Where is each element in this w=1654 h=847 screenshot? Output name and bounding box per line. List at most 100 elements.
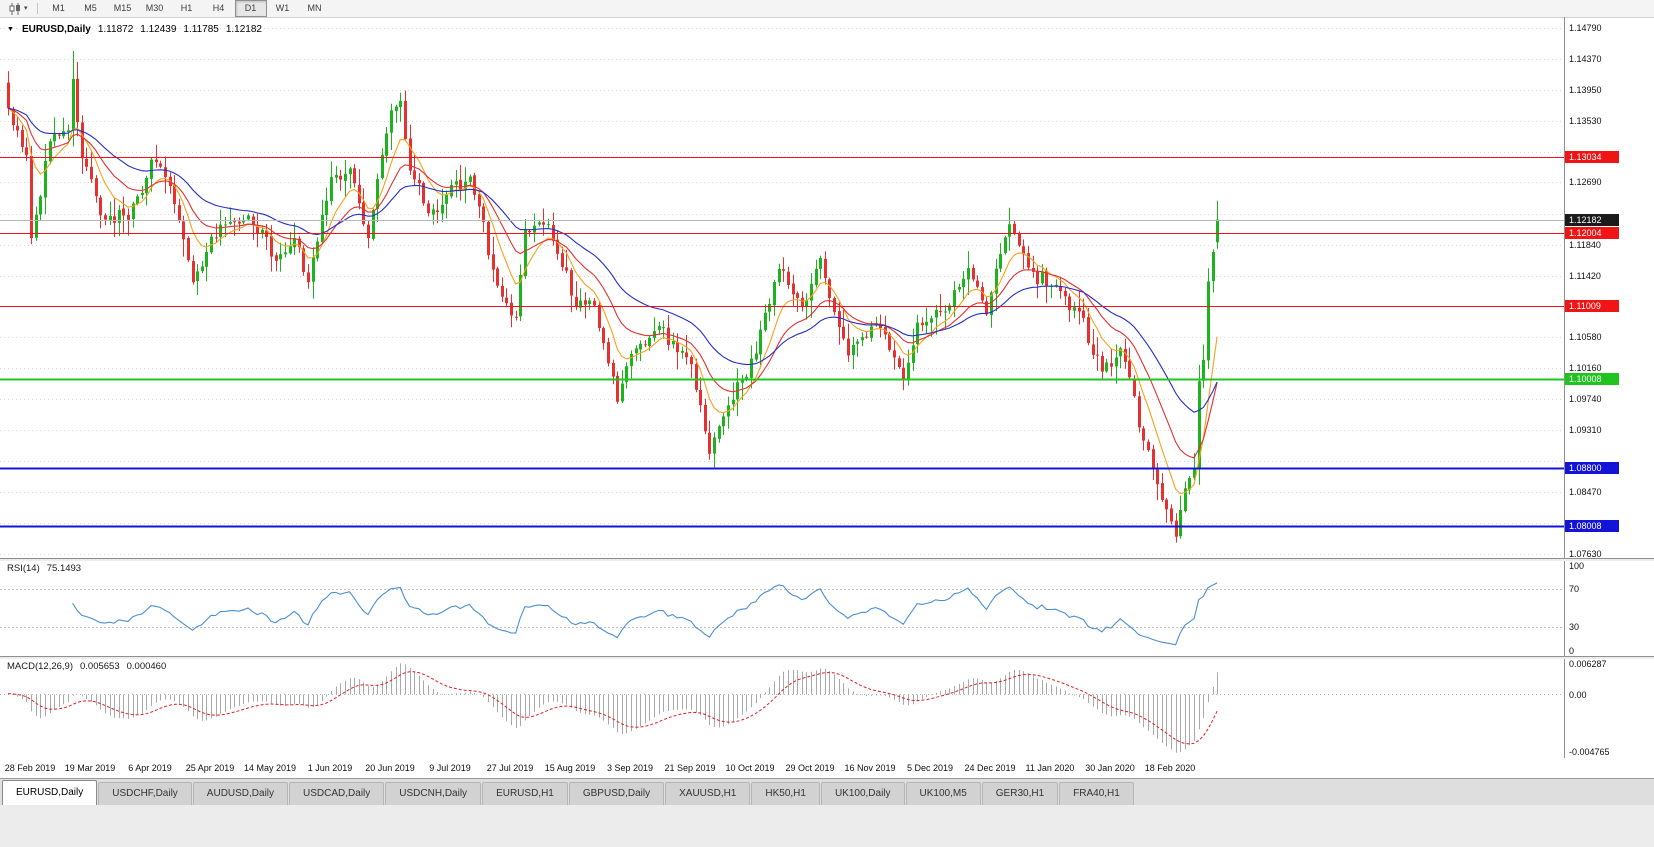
- x-axis-label: 5 Dec 2019: [906, 763, 954, 773]
- ma-fast-line[interactable]: [7, 107, 1218, 495]
- rsi-line: [72, 582, 1218, 646]
- macd-axis-tick: -0.004765: [1569, 747, 1610, 757]
- x-axis-label: 19 Mar 2019: [64, 763, 116, 773]
- y-axis-tick: 1.13950: [1569, 84, 1602, 95]
- timeframe-button-h4[interactable]: H4: [212, 3, 225, 13]
- macd-main-value: 0.005653: [80, 661, 120, 672]
- x-axis-label: 27 Jul 2019: [486, 763, 534, 773]
- expand-arrow-icon[interactable]: ▼: [7, 26, 14, 33]
- timeframe-button-h1[interactable]: H1: [180, 3, 193, 13]
- current-price-label: 1.12182: [1565, 213, 1619, 226]
- timeframe-button-m15[interactable]: M15: [113, 3, 132, 13]
- candlestick-icon: [9, 2, 20, 15]
- macd-signal-value: 0.000460: [126, 661, 167, 672]
- timeframe-button-m30[interactable]: M30: [145, 3, 164, 13]
- chart-type-icon[interactable]: ▾: [5, 1, 32, 16]
- chart-tab-ger30-h1[interactable]: GER30,H1: [981, 782, 1059, 805]
- rsi-axis-tick: 0: [1569, 646, 1575, 656]
- timeframe-button-d1[interactable]: D1: [234, 0, 267, 17]
- grid: [0, 28, 1564, 555]
- x-axis-label: 28 Feb 2019: [4, 763, 56, 773]
- rsi-name: RSI(14): [7, 563, 40, 574]
- chart-tab-usdcnh-daily[interactable]: USDCNH,Daily: [385, 782, 482, 805]
- status-area: [0, 804, 1654, 847]
- macd-histogram: [8, 663, 1218, 753]
- rsi-label: RSI(14) 75.1493: [7, 563, 81, 574]
- timeframe-button-m1[interactable]: M1: [52, 3, 65, 13]
- timeframe-button-mn[interactable]: MN: [307, 3, 322, 13]
- rsi-canvas[interactable]: [0, 560, 1564, 656]
- rsi-axis-tick: 70: [1569, 583, 1580, 594]
- chart-tabs-bar: EURUSD,Daily USDCHF,Daily AUDUSD,Daily USDC…: [0, 778, 1654, 805]
- timeframe-button-w1[interactable]: W1: [275, 3, 290, 13]
- x-axis-label: 25 Apr 2019: [185, 763, 235, 773]
- chart-tab-usdchf-daily[interactable]: USDCHF,Daily: [98, 782, 192, 805]
- y-axis-tick: 1.11420: [1569, 270, 1601, 281]
- y-axis-tick: 1.09740: [1569, 393, 1602, 404]
- time-axis: 28 Feb 2019 19 Mar 2019 6 Apr 2019 25 Apr 2…: [0, 758, 1654, 778]
- chart-tab-gbpusd-daily[interactable]: GBPUSD,Daily: [568, 782, 665, 805]
- chart-tab-xauusd-h1[interactable]: XAUUSD,H1: [665, 782, 751, 805]
- price-level-label-1.13034: 1.13034: [1565, 151, 1619, 164]
- x-axis-label: 3 Sep 2019: [606, 763, 654, 773]
- ohlc-close: 1.12182: [225, 24, 262, 35]
- x-axis-label: 29 Oct 2019: [785, 763, 835, 773]
- chart-title: ▼ EURUSD,Daily 1.11872 1.12439 1.11785 1…: [7, 24, 262, 35]
- rsi-value: 75.1493: [46, 563, 82, 574]
- y-axis-tick: 1.08470: [1569, 486, 1602, 497]
- timeframe-buttons: M1 M5 M15 M30 H1 H4 D1 W1 MN: [43, 0, 331, 17]
- x-axis-label: 9 Jul 2019: [429, 763, 471, 773]
- x-axis-label: 30 Jan 2020: [1085, 763, 1135, 773]
- y-axis-tick: 1.07630: [1569, 548, 1602, 559]
- x-axis-label: 16 Nov 2019: [844, 763, 896, 773]
- ohlc-low: 1.11785: [183, 24, 219, 35]
- x-axis-label: 6 Apr 2019: [128, 763, 172, 773]
- y-axis-tick: 1.13530: [1569, 115, 1602, 126]
- symbol-period-label: EURUSD,Daily: [21, 24, 91, 35]
- y-axis-tick: 1.11840: [1569, 239, 1601, 250]
- chart-tab-audusd-daily[interactable]: AUDUSD,Daily: [192, 782, 289, 805]
- x-axis-label: 11 Jan 2020: [1025, 763, 1075, 773]
- macd-signal-line: [7, 671, 1218, 745]
- chart-tab-eurusd-daily[interactable]: EURUSD,Daily: [2, 780, 98, 805]
- chart-tab-hk50-h1[interactable]: HK50,H1: [751, 782, 820, 805]
- price-level-label-1.11009: 1.11009: [1565, 299, 1619, 312]
- macd-axis-tick: 0.00: [1569, 689, 1587, 700]
- macd-canvas[interactable]: [0, 658, 1564, 758]
- x-axis-label: 24 Dec 2019: [964, 763, 1016, 773]
- y-axis-tick: 1.09310: [1569, 425, 1602, 436]
- ohlc-high: 1.12439: [140, 24, 177, 35]
- rsi-axis-tick: 100: [1569, 561, 1585, 571]
- y-axis-tick: 1.12690: [1569, 177, 1602, 188]
- timeframe-button-m5[interactable]: M5: [84, 3, 97, 13]
- chart-tab-uk100-daily[interactable]: UK100,Daily: [820, 782, 905, 805]
- y-axis-tick: 1.14370: [1569, 54, 1602, 65]
- chart-tab-fra40-h1[interactable]: FRA40,H1: [1059, 782, 1134, 805]
- y-axis-tick: 1.10580: [1569, 332, 1602, 343]
- y-axis-tick: 1.14790: [1569, 23, 1602, 34]
- macd-axis-tick: 0.006287: [1569, 659, 1607, 669]
- chart-tab-usdcad-daily[interactable]: USDCAD,Daily: [289, 782, 385, 805]
- price-level-label-1.10008: 1.10008: [1565, 373, 1619, 386]
- panel-separator[interactable]: [0, 558, 1654, 561]
- toolbar-separator: [36, 3, 38, 14]
- panel-separator[interactable]: [0, 656, 1654, 659]
- ma-slow-line[interactable]: [7, 107, 1218, 413]
- price-level-label-1.08800: 1.08800: [1565, 461, 1619, 474]
- x-axis-label: 20 Jun 2019: [365, 763, 415, 773]
- x-axis-label: 21 Sep 2019: [664, 763, 716, 773]
- macd-name: MACD(12,26,9): [7, 661, 73, 672]
- ma-mid-line[interactable]: [7, 107, 1218, 459]
- x-axis-label: 15 Aug 2019: [544, 763, 596, 773]
- candles: [7, 51, 1219, 543]
- timeframe-toolbar: ▾ M1 M5 M15 M30 H1 H4 D1 W1 MN: [0, 0, 1654, 18]
- main-chart-canvas[interactable]: [0, 18, 1564, 558]
- ohlc-open: 1.11872: [97, 24, 134, 35]
- x-axis-label: 1 Jun 2019: [307, 763, 353, 773]
- chart-tab-eurusd-h1[interactable]: EURUSD,H1: [482, 782, 568, 805]
- y-axis-tick: 1.10160: [1569, 362, 1602, 373]
- price-level-label-1.12004: 1.12004: [1565, 226, 1619, 239]
- chart-tab-uk100-m5[interactable]: UK100,M5: [905, 782, 981, 805]
- x-axis-label: 14 May 2019: [243, 763, 297, 773]
